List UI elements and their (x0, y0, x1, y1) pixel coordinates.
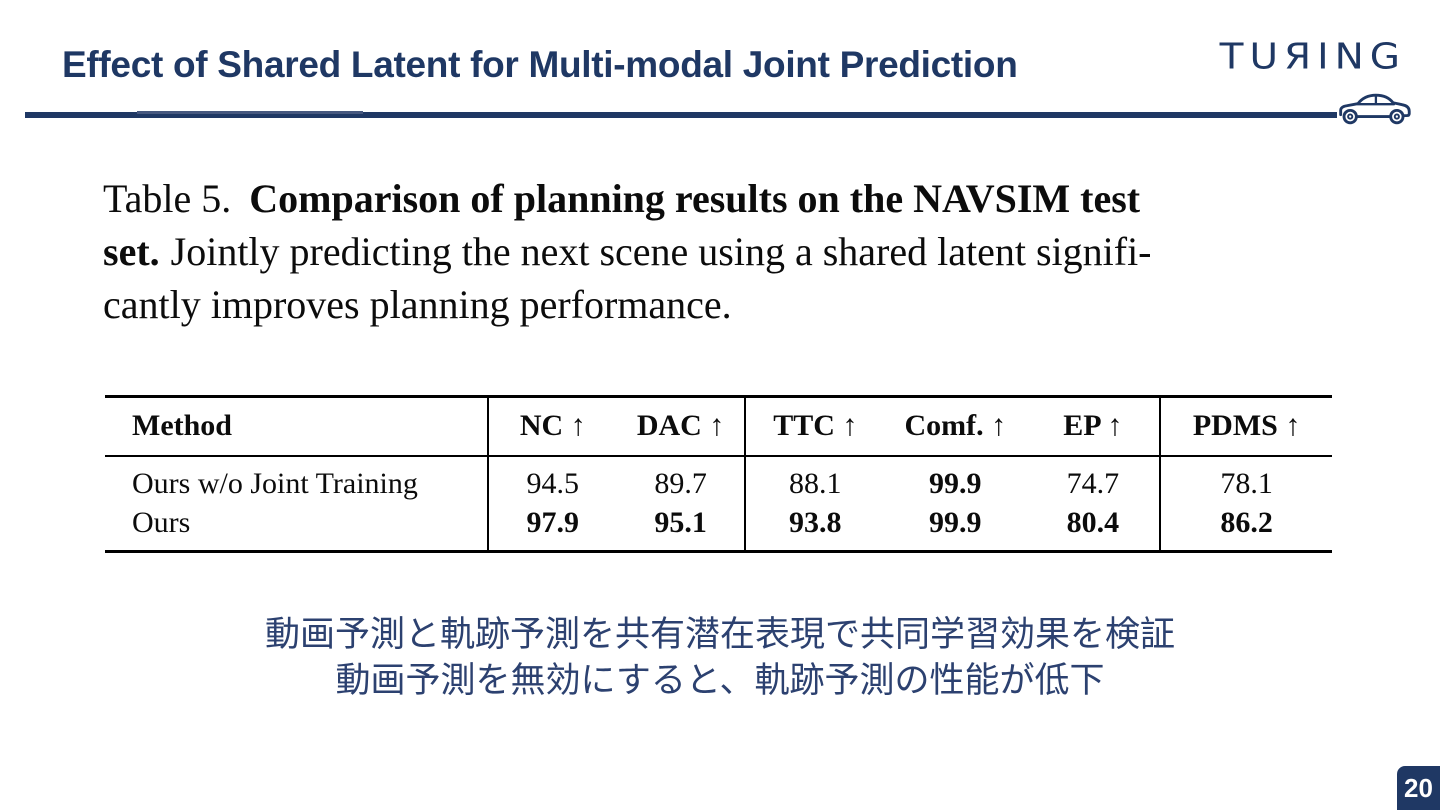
value-cell-ttc: 93.8 (744, 503, 885, 552)
value-cell-nc: 94.5 (486, 455, 617, 504)
caption-line-2: set. Jointly predicting the next scene us… (103, 225, 1358, 278)
value-cell-pdms: 78.1 (1159, 455, 1332, 504)
turing-logo-wordmark: TUЯING (1219, 36, 1406, 78)
page-number-badge: 20 (1397, 766, 1440, 810)
col-header-nc: NC ↑ (486, 396, 617, 457)
method-cell: Ours w/o Joint Training (132, 467, 418, 500)
col-header-ttc: TTC ↑ (744, 396, 885, 457)
table-header-row: Method NC ↑ DAC ↑ TTC ↑ Comf. ↑ EP ↑ PDM… (105, 396, 1332, 457)
caption-bold-text-cont: set. (103, 229, 160, 274)
col-header-dac: DAC ↑ (616, 396, 746, 457)
caption-line-3: cantly improves planning performance. (103, 278, 1358, 331)
caption-body-text-cont: cantly improves planning performance. (103, 282, 732, 327)
value-cell-dac: 95.1 (654, 505, 707, 539)
caption-bold-text: Comparison of planning results on the NA… (249, 176, 1141, 221)
col-header-comf: Comf. ↑ (884, 396, 1027, 457)
caption-body-text: Jointly predicting the next scene using … (170, 229, 1152, 274)
table-caption: Table 5. Comparison of planning results o… (103, 172, 1358, 331)
value-cell-ttc: 88.1 (744, 455, 885, 504)
caption-label: Table 5. (103, 176, 232, 221)
method-cell: Ours (132, 505, 191, 539)
page-title: Effect of Shared Latent for Multi-modal … (62, 44, 1018, 85)
value-cell-ep: 80.4 (1066, 505, 1120, 539)
annotation-line-2: 動画予測を無効にすると、軌跡予測の性能が低下 (335, 661, 1105, 700)
value-cell-ep: 74.7 (1066, 467, 1120, 500)
results-table: Method NC ↑ DAC ↑ TTC ↑ Comf. ↑ EP ↑ PDM… (105, 395, 1332, 553)
value-cell-pdms: 86.2 (1159, 503, 1332, 552)
car-icon (1339, 93, 1411, 125)
value-cell-comf: 99.9 (929, 467, 982, 500)
title-divider-highlight (137, 111, 363, 114)
caption-line-1: Table 5. Comparison of planning results o… (103, 172, 1358, 225)
col-header-pdms: PDMS ↑ (1159, 396, 1332, 457)
annotation-line-1: 動画予測と軌跡予測を共有潜在表現で共同学習効果を検証 (264, 615, 1175, 654)
col-header-method: Method (105, 396, 488, 457)
col-header-ep: EP ↑ (1026, 396, 1161, 457)
value-cell-nc: 97.9 (486, 503, 617, 552)
annotation-japanese: 動画予測と軌跡予測を共有潜在表現で共同学習効果を検証 動画予測を無効にすると、軌… (0, 612, 1440, 704)
page-number: 20 (1404, 772, 1433, 803)
table-row-ours: Ours 97.9 95.1 93.8 99.9 80.4 86.2 (105, 503, 1332, 552)
value-cell-comf: 99.9 (929, 505, 982, 539)
value-cell-dac: 89.7 (654, 467, 707, 500)
title-divider (25, 112, 1337, 118)
table-row-wo-joint-training: Ours w/o Joint Training 94.5 89.7 88.1 9… (105, 455, 1332, 504)
